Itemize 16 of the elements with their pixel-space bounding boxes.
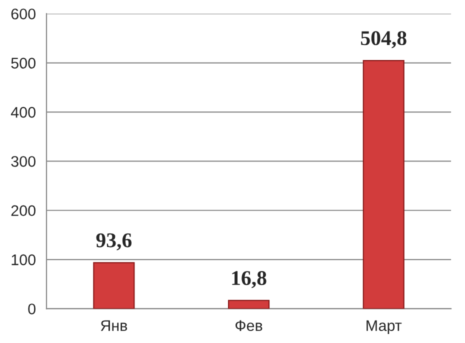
y-tick-label: 200 [11, 205, 36, 216]
y-tick-label: 500 [11, 58, 36, 69]
x-tick-label: Янв [100, 320, 128, 331]
data-label: 93,6 [96, 233, 132, 250]
data-label: 504,8 [361, 31, 406, 48]
bar [228, 300, 270, 309]
bar [362, 60, 404, 309]
y-tick-label: 300 [11, 156, 36, 167]
y-tick-label: 100 [12, 254, 36, 266]
x-tick-label: Фев [236, 320, 262, 332]
y-tick-label: 400 [10, 106, 36, 118]
y-tick-label: 600 [11, 8, 36, 20]
bar [93, 262, 135, 309]
x-tick-label: Март [366, 320, 402, 334]
y-tick-label: 0 [28, 304, 36, 314]
data-label: 16,8 [232, 271, 266, 288]
